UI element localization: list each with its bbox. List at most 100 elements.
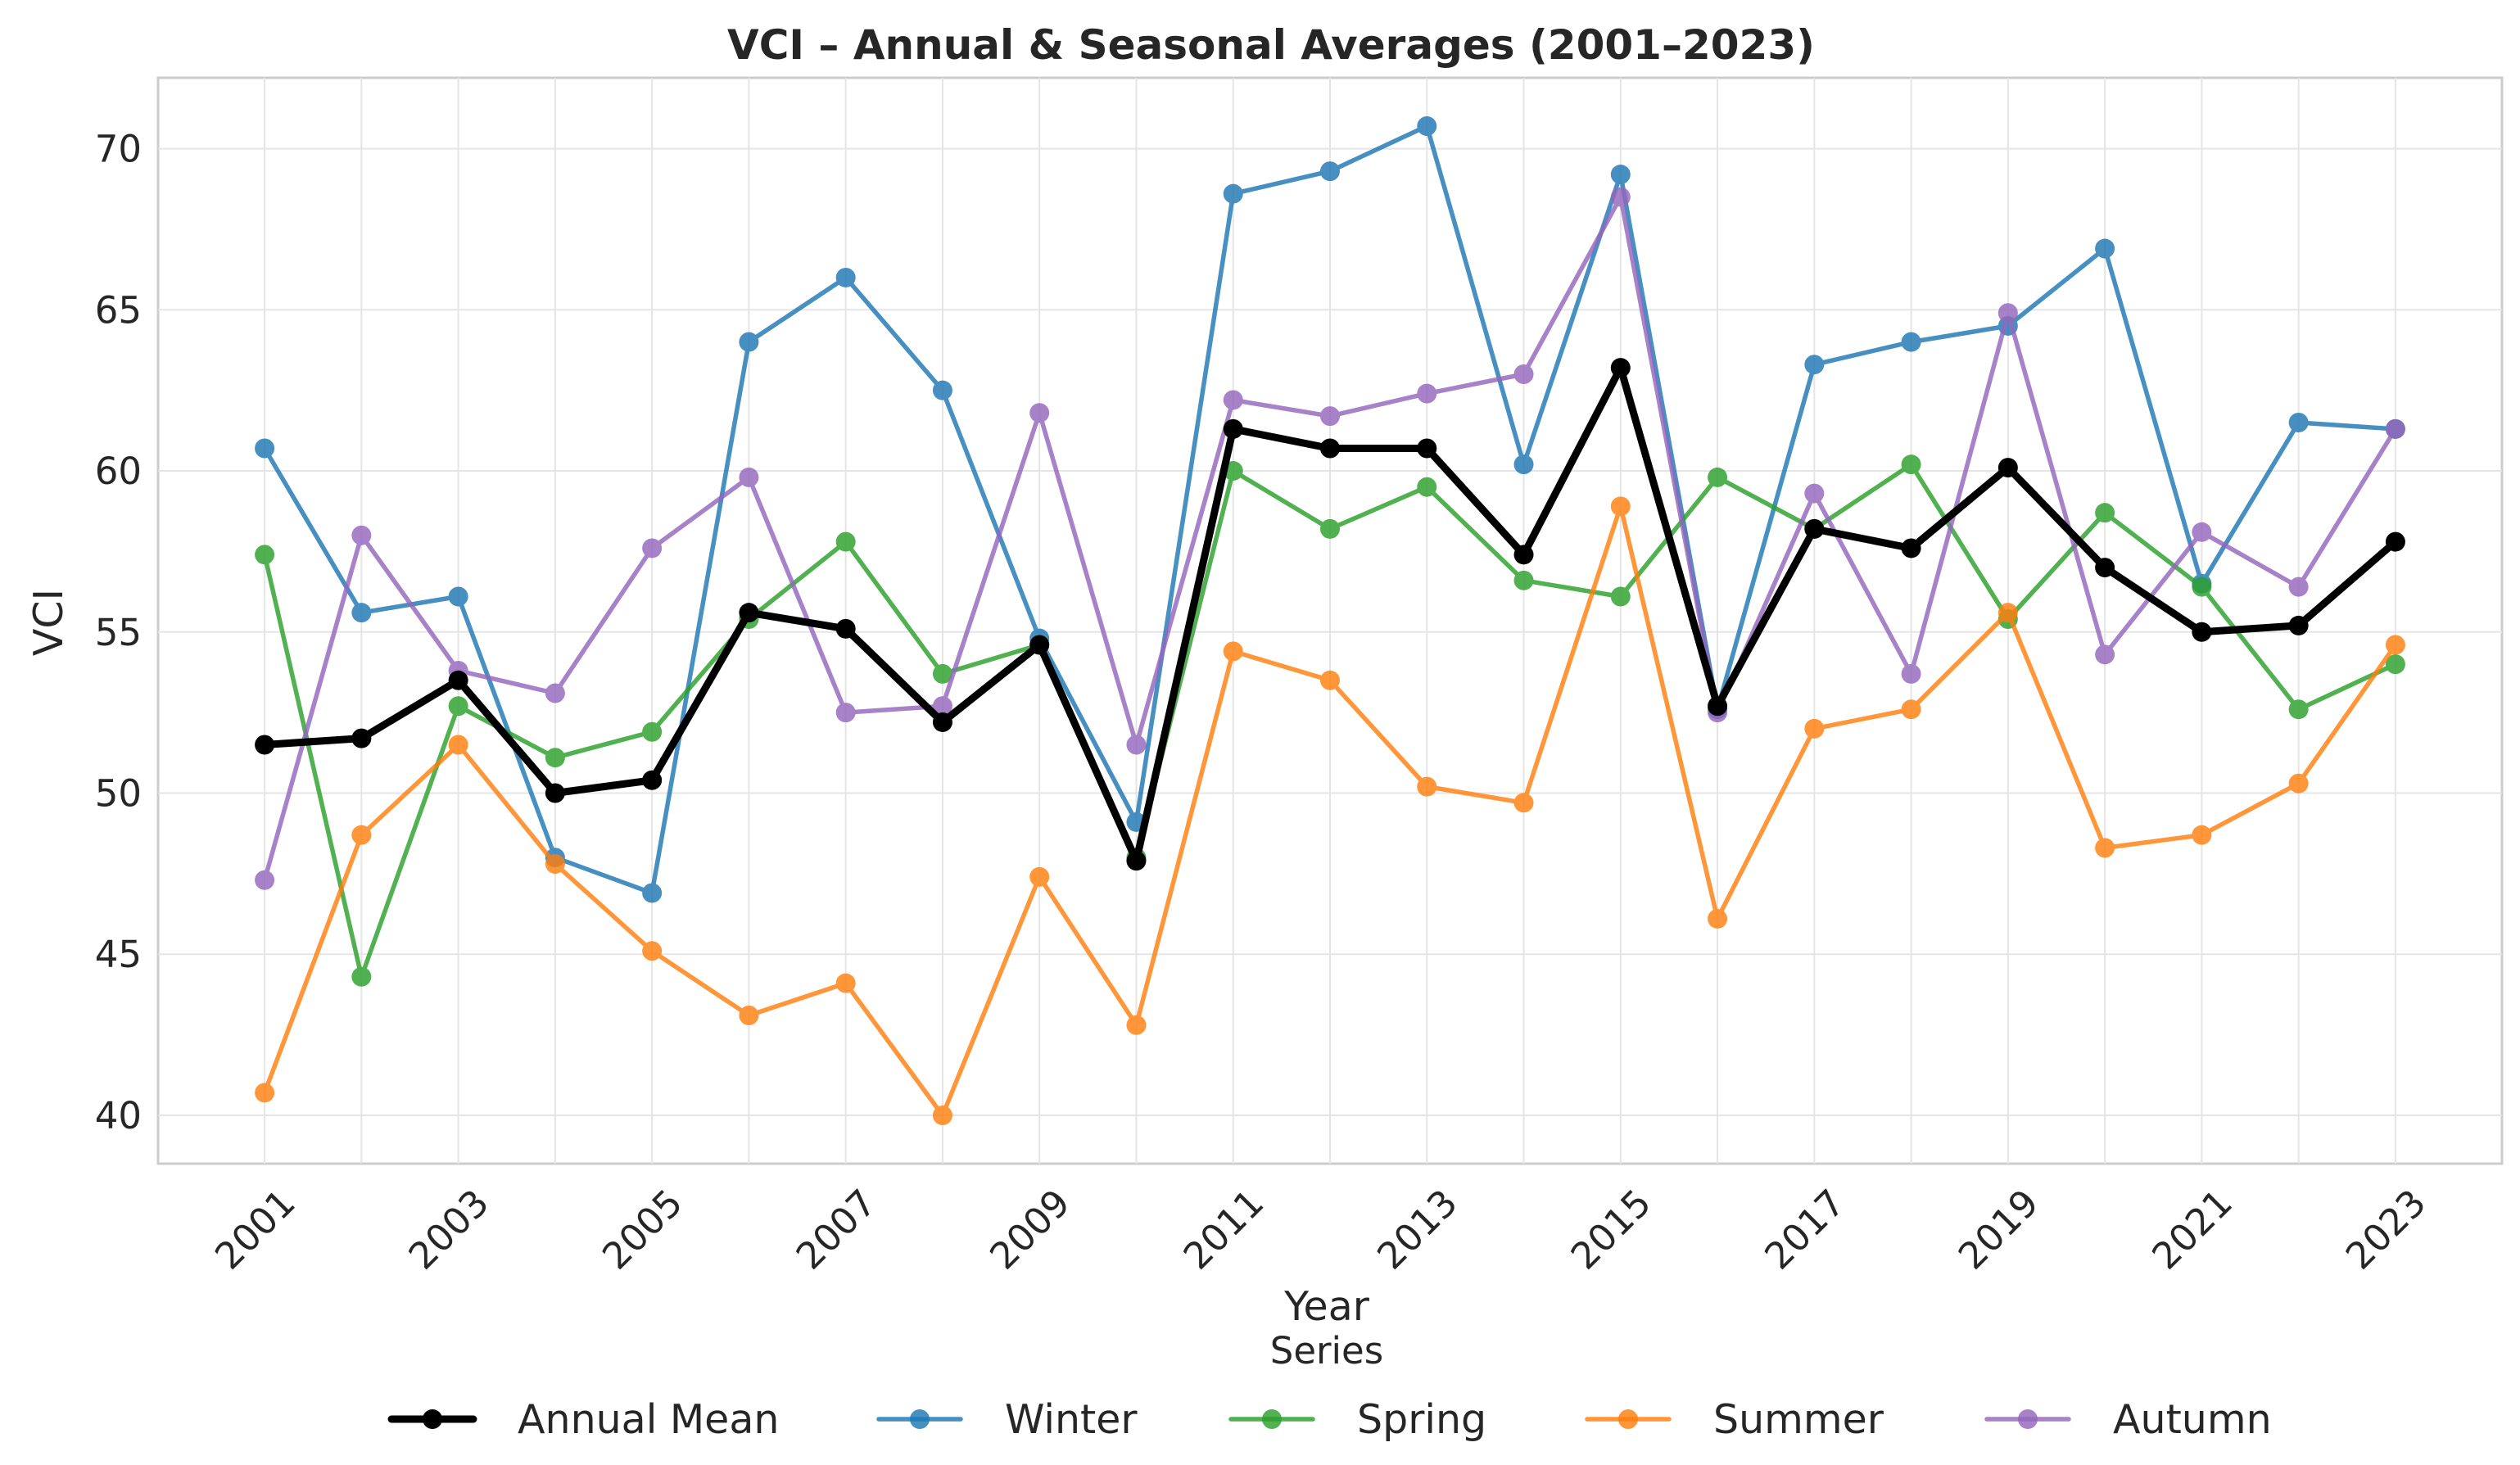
data-point-winter: Winter 2008: 62.5 <box>932 380 952 400</box>
data-point-summer: Summer 2011: 54.4 <box>1223 641 1243 662</box>
legend-swatch-marker <box>910 1409 930 1429</box>
data-point-annual-mean: Annual Mean 2009: 54.6 <box>1029 635 1050 655</box>
data-point-summer: Summer 2004: 47.8 <box>545 854 565 875</box>
data-point-spring: Spring 2022: 52.6 <box>2288 699 2309 720</box>
data-point-annual-mean: Annual Mean 2020: 57 <box>2095 558 2115 578</box>
data-point-winter: Winter 2022: 61.5 <box>2288 413 2309 433</box>
data-point-annual-mean: Annual Mean 2023: 57.8 <box>2385 531 2405 552</box>
data-point-summer: Summer 2012: 53.5 <box>1320 670 1340 690</box>
data-point-annual-mean: Annual Mean 2012: 60.7 <box>1320 438 1340 459</box>
data-point-summer: Summer 2022: 50.3 <box>2288 773 2309 794</box>
y-tick-label: 70 <box>95 128 142 171</box>
data-point-summer: Summer 2016: 46.1 <box>1708 908 1728 929</box>
data-point-autumn: Autumn 2006: 59.8 <box>739 467 759 487</box>
x-tick-label: 2003 <box>400 1181 497 1277</box>
data-point-annual-mean: Annual Mean 2018: 57.6 <box>1901 538 1921 558</box>
data-point-autumn: Autumn 2008: 52.7 <box>932 696 952 717</box>
x-tick-label: 2017 <box>1756 1181 1853 1277</box>
data-point-winter: Winter 2014: 60.2 <box>1513 454 1534 475</box>
legend-item-annual-mean: Annual Mean <box>387 1396 779 1443</box>
data-point-autumn: Autumn 2018: 53.7 <box>1901 663 1921 684</box>
data-point-autumn: Autumn 2010: 51.5 <box>1126 735 1147 755</box>
data-point-annual-mean: Annual Mean 2015: 63.2 <box>1610 358 1631 378</box>
grid <box>158 78 2502 1164</box>
y-tick-label: 50 <box>95 772 142 816</box>
data-point-spring: Spring 2005: 51.9 <box>642 721 663 742</box>
data-point-summer: Summer 2002: 48.7 <box>351 825 372 845</box>
data-point-autumn: Autumn 2012: 61.7 <box>1320 406 1340 427</box>
data-point-summer: Summer 2006: 43.1 <box>739 1006 759 1026</box>
legend-label: Autumn <box>2113 1396 2272 1443</box>
data-point-spring: Spring 2002: 44.3 <box>351 966 372 987</box>
legend-swatch-marker <box>1262 1409 1282 1429</box>
data-point-autumn: Autumn 2007: 52.5 <box>835 703 856 723</box>
data-point-winter: Winter 2018: 64 <box>1901 332 1921 352</box>
data-point-winter: Winter 2002: 55.6 <box>351 603 372 623</box>
data-point-spring: Spring 2001: 57.4 <box>255 545 275 565</box>
data-point-annual-mean: Annual Mean 2010: 47.9 <box>1126 851 1147 871</box>
data-point-annual-mean: Annual Mean 2017: 58.2 <box>1804 518 1825 539</box>
data-point-annual-mean: Annual Mean 2013: 60.7 <box>1417 438 1437 459</box>
data-point-summer: Summer 2020: 48.3 <box>2095 838 2115 858</box>
data-point-annual-mean: Annual Mean 2007: 55.1 <box>835 618 856 639</box>
x-tick-label: 2013 <box>1369 1181 1465 1277</box>
series-autumn: Autumn 2001: 47.3 Autumn 2002: 58 Autumn 2… <box>255 187 2405 890</box>
x-axis-ticks: 2001 2003 2005 2007 2009 2011 2013 2015 2017 2019… <box>206 1181 2434 1277</box>
x-tick-label: 2009 <box>981 1181 1078 1277</box>
data-point-autumn: Autumn 2013: 62.4 <box>1417 383 1437 404</box>
x-tick-label: 2015 <box>1563 1181 1659 1277</box>
x-tick-label: 2023 <box>2337 1181 2434 1277</box>
data-point-autumn: Autumn 2015: 68.5 <box>1610 187 1631 207</box>
data-point-winter: Winter 2005: 46.9 <box>642 883 663 903</box>
data-point-winter: Winter 2013: 70.7 <box>1417 116 1437 137</box>
data-point-annual-mean: Annual Mean 2001: 51.5 <box>255 735 275 755</box>
x-tick-label: 2007 <box>788 1181 884 1277</box>
data-point-summer: Summer 2008: 40 <box>932 1105 952 1125</box>
legend-item-summer: Summer <box>1585 1396 1884 1443</box>
y-tick-label: 60 <box>95 450 142 493</box>
data-point-summer: Summer 2009: 47.4 <box>1029 866 1050 887</box>
legend-item-autumn: Autumn <box>1984 1396 2272 1443</box>
x-tick-label: 2011 <box>1175 1181 1272 1277</box>
data-point-summer: Summer 2001: 40.7 <box>255 1083 275 1103</box>
data-point-spring: Spring 2015: 56.1 <box>1610 586 1631 607</box>
data-point-annual-mean: Annual Mean 2008: 52.2 <box>932 712 952 732</box>
data-point-summer: Summer 2015: 58.9 <box>1610 496 1631 517</box>
legend-swatch-marker <box>423 1409 442 1429</box>
data-point-annual-mean: Annual Mean 2019: 60.1 <box>1997 458 2018 478</box>
y-tick-label: 45 <box>95 933 142 976</box>
data-point-spring: Spring 2021: 56.4 <box>2192 577 2212 597</box>
data-point-autumn: Autumn 2014: 63 <box>1513 364 1534 384</box>
chart-title: VCI – Annual & Seasonal Averages (2001–2… <box>727 21 1815 69</box>
legend-label: Summer <box>1713 1396 1884 1443</box>
data-point-annual-mean: Annual Mean 2011: 61.3 <box>1223 418 1243 439</box>
data-point-spring: Spring 2023: 54 <box>2385 654 2405 675</box>
legend-label: Annual Mean <box>518 1396 779 1443</box>
legend-label: Winter <box>1005 1396 1138 1443</box>
data-point-spring: Spring 2013: 59.5 <box>1417 477 1437 497</box>
x-tick-label: 2005 <box>594 1181 690 1277</box>
data-point-summer: Summer 2014: 49.7 <box>1513 793 1534 813</box>
data-point-annual-mean: Annual Mean 2003: 53.5 <box>448 670 468 690</box>
series-lines: Winter 2001: 60.7 Winter 2002: 55.6 Winter… <box>255 116 2405 1125</box>
data-point-winter: Winter 2007: 66 <box>835 267 856 287</box>
data-point-winter: Winter 2020: 66.9 <box>2095 238 2115 259</box>
y-axis-ticks: 40 45 50 55 60 65 70 <box>95 128 142 1137</box>
data-point-summer: Summer 2021: 48.7 <box>2192 825 2212 845</box>
data-point-spring: Spring 2003: 52.7 <box>448 696 468 717</box>
y-tick-label: 65 <box>95 288 142 332</box>
legend: Annual Mean Winter Spring Summer Autumn <box>387 1396 2272 1443</box>
data-point-autumn: Autumn 2020: 54.3 <box>2095 644 2115 665</box>
data-point-annual-mean: Annual Mean 2016: 52.7 <box>1708 696 1728 717</box>
legend-swatch-marker <box>1618 1409 1638 1429</box>
data-point-winter: Winter 2011: 68.6 <box>1223 183 1243 204</box>
data-point-annual-mean: Annual Mean 2005: 50.4 <box>642 770 663 790</box>
data-point-spring: Spring 2016: 59.8 <box>1708 467 1728 487</box>
x-tick-label: 2021 <box>2143 1181 2240 1277</box>
x-tick-label: 2019 <box>1950 1181 2047 1277</box>
legend-swatch-marker <box>2018 1409 2038 1429</box>
x-tick-label: 2001 <box>206 1181 303 1277</box>
legend-item-winter: Winter <box>876 1396 1138 1443</box>
data-point-summer: Summer 2003: 51.5 <box>448 735 468 755</box>
